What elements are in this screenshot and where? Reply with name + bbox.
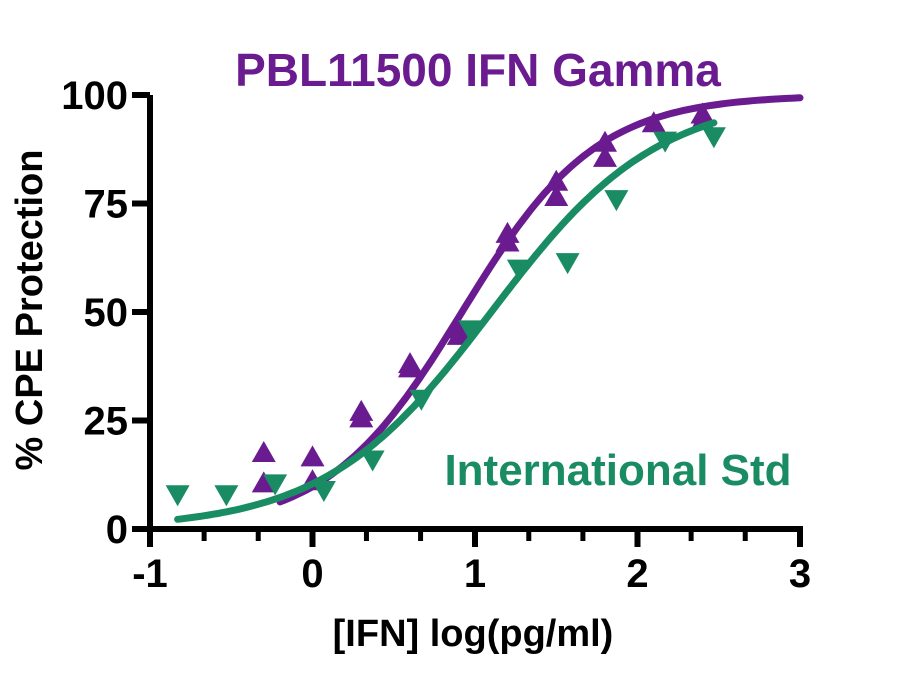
data-point bbox=[604, 190, 629, 212]
data-point bbox=[458, 320, 483, 342]
data-point bbox=[555, 253, 580, 275]
x-tick-label: 2 bbox=[626, 552, 648, 596]
data-point bbox=[653, 131, 678, 153]
data-point bbox=[214, 485, 239, 507]
data-point bbox=[593, 130, 617, 152]
data-point bbox=[641, 111, 666, 133]
y-tick-label: 100 bbox=[61, 74, 128, 118]
data-point bbox=[544, 169, 569, 191]
data-point bbox=[251, 441, 276, 463]
series-pbl11500 bbox=[251, 94, 804, 506]
fit-curve bbox=[276, 94, 804, 506]
data-point bbox=[409, 389, 434, 411]
series-group bbox=[165, 94, 804, 523]
international-std-label: International Std bbox=[444, 446, 791, 495]
data-point bbox=[263, 474, 288, 496]
y-tick-label: 25 bbox=[84, 400, 129, 444]
x-ticks: -1 0 1 2 3 bbox=[132, 529, 811, 596]
x-tick-label: 3 bbox=[789, 552, 811, 596]
data-point bbox=[506, 259, 531, 281]
series-international-std bbox=[165, 119, 726, 523]
x-axis-label: [IFN] log(pg/ml) bbox=[333, 613, 614, 655]
data-point bbox=[446, 323, 471, 345]
data-point bbox=[544, 184, 569, 206]
x-tick-label: 1 bbox=[464, 552, 486, 596]
y-ticks: 0 25 50 75 100 bbox=[61, 74, 150, 552]
fit-curve bbox=[174, 119, 718, 523]
y-tick-label: 50 bbox=[84, 291, 129, 335]
y-axis-label: % CPE Protection bbox=[9, 150, 51, 471]
data-point bbox=[349, 406, 374, 428]
data-point bbox=[495, 230, 520, 252]
chart-title: PBL11500 IFN Gamma bbox=[235, 44, 721, 96]
x-tick-label: 0 bbox=[301, 552, 323, 596]
data-point bbox=[165, 485, 190, 507]
y-tick-label: 75 bbox=[84, 183, 129, 227]
data-point bbox=[300, 445, 325, 467]
y-tick-label: 0 bbox=[106, 508, 128, 552]
data-point bbox=[360, 450, 385, 472]
data-point bbox=[701, 127, 726, 149]
data-point bbox=[251, 471, 276, 493]
data-point bbox=[398, 356, 422, 378]
x-tick-label: -1 bbox=[132, 552, 168, 596]
data-point bbox=[593, 145, 617, 167]
data-point bbox=[311, 480, 336, 502]
